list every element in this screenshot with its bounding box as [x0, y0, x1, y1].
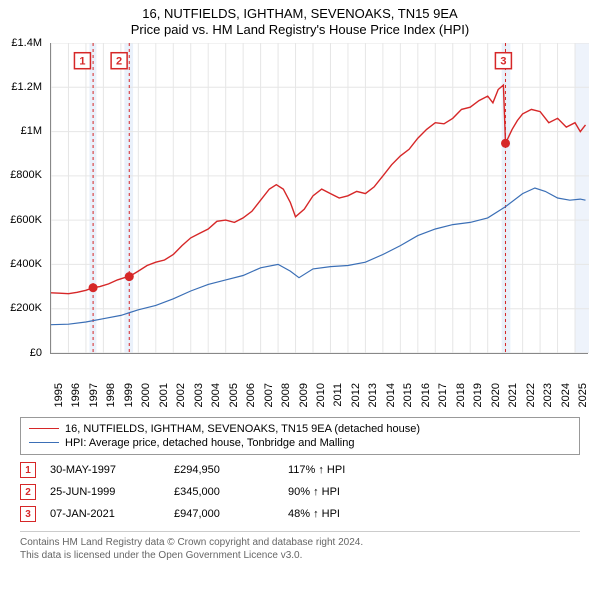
x-tick-label: 2003: [193, 383, 205, 407]
legend-label: HPI: Average price, detached house, Tonb…: [65, 436, 354, 450]
event-marker-box: 3: [20, 506, 36, 522]
x-tick-label: 2012: [350, 383, 362, 407]
title-line1: 16, NUTFIELDS, IGHTHAM, SEVENOAKS, TN15 …: [0, 6, 600, 22]
x-tick-label: 1996: [70, 383, 82, 407]
x-tick-label: 2006: [245, 383, 257, 407]
x-tick-label: 2025: [577, 383, 589, 407]
event-price: £294,950: [174, 464, 274, 476]
x-tick-label: 1995: [53, 383, 65, 407]
x-tick-label: 2000: [140, 383, 152, 407]
x-tick-label: 2008: [280, 383, 292, 407]
x-tick-label: 2009: [298, 383, 310, 407]
x-tick-label: 2016: [420, 383, 432, 407]
x-tick-label: 2019: [472, 383, 484, 407]
svg-text:3: 3: [500, 55, 506, 67]
events-table: 1 30-MAY-1997 £294,950 117% ↑ HPI 2 25-JUN-19…: [20, 459, 580, 525]
svg-text:1: 1: [79, 55, 85, 67]
x-tick-label: 2002: [175, 383, 187, 407]
x-tick-label: 2010: [315, 383, 327, 407]
title-line2: Price paid vs. HM Land Registry's House …: [0, 22, 600, 38]
plot-region: 1 2 3: [50, 43, 588, 354]
x-tick-label: 1998: [105, 383, 117, 407]
event-price: £345,000: [174, 486, 274, 498]
x-tick-label: 2022: [525, 383, 537, 407]
x-axis-labels: 1995 1996 1997 1998 1999 2000 2001 2002 2003 2004…: [50, 379, 588, 411]
y-axis-labels: £0£200K£400K£600K£800K£1M£1.2M£1.4M: [0, 43, 46, 357]
x-tick-label: 2018: [455, 383, 467, 407]
event-marker-box: 1: [20, 462, 36, 478]
x-tick-label: 2013: [367, 383, 379, 407]
event-row: 2 25-JUN-1999 £345,000 90% ↑ HPI: [20, 481, 580, 503]
x-tick-label: 1997: [88, 383, 100, 407]
event-hpi: 117% ↑ HPI: [288, 464, 398, 476]
event-hpi: 48% ↑ HPI: [288, 508, 398, 520]
y-tick-label: £400K: [10, 258, 42, 270]
legend-item: HPI: Average price, detached house, Tonb…: [29, 436, 571, 450]
x-tick-label: 2023: [542, 383, 554, 407]
y-tick-label: £200K: [10, 302, 42, 314]
event-row: 3 07-JAN-2021 £947,000 48% ↑ HPI: [20, 503, 580, 525]
y-tick-label: £800K: [10, 169, 42, 181]
event-date: 25-JUN-1999: [50, 486, 160, 498]
y-tick-label: £1.4M: [11, 37, 42, 49]
legend-swatch: [29, 442, 59, 443]
x-tick-label: 2021: [507, 383, 519, 407]
event-row: 1 30-MAY-1997 £294,950 117% ↑ HPI: [20, 459, 580, 481]
x-tick-label: 2011: [332, 383, 344, 407]
x-tick-label: 2014: [385, 383, 397, 407]
y-tick-label: £1M: [21, 125, 42, 137]
y-tick-label: £0: [30, 347, 42, 359]
chart-svg: 1 2 3: [51, 43, 589, 353]
x-tick-label: 2001: [158, 383, 170, 407]
footer: Contains HM Land Registry data © Crown c…: [20, 531, 580, 562]
x-tick-label: 2024: [560, 383, 572, 407]
footer-line1: Contains HM Land Registry data © Crown c…: [20, 536, 580, 549]
y-tick-label: £1.2M: [11, 81, 42, 93]
x-tick-label: 2005: [228, 383, 240, 407]
x-tick-label: 2007: [263, 383, 275, 407]
event-date: 07-JAN-2021: [50, 508, 160, 520]
x-tick-label: 2017: [437, 383, 449, 407]
event-hpi: 90% ↑ HPI: [288, 486, 398, 498]
legend-swatch: [29, 428, 59, 429]
y-tick-label: £600K: [10, 214, 42, 226]
event-date: 30-MAY-1997: [50, 464, 160, 476]
title-block: 16, NUTFIELDS, IGHTHAM, SEVENOAKS, TN15 …: [0, 0, 600, 39]
legend-label: 16, NUTFIELDS, IGHTHAM, SEVENOAKS, TN15 …: [65, 422, 420, 436]
legend-item: 16, NUTFIELDS, IGHTHAM, SEVENOAKS, TN15 …: [29, 422, 571, 436]
chart-area: £0 £200K £400K £600K £800K £1M £1.2M £1.4M 1 2 3: [0, 39, 600, 379]
x-tick-label: 2004: [210, 383, 222, 407]
event-marker-box: 2: [20, 484, 36, 500]
svg-text:2: 2: [116, 55, 122, 67]
x-tick-label: 1999: [123, 383, 135, 407]
event-price: £947,000: [174, 508, 274, 520]
x-tick-label: 2020: [490, 383, 502, 407]
x-tick-label: 2015: [402, 383, 414, 407]
footer-line2: This data is licensed under the Open Gov…: [20, 549, 580, 562]
legend: 16, NUTFIELDS, IGHTHAM, SEVENOAKS, TN15 …: [20, 417, 580, 456]
